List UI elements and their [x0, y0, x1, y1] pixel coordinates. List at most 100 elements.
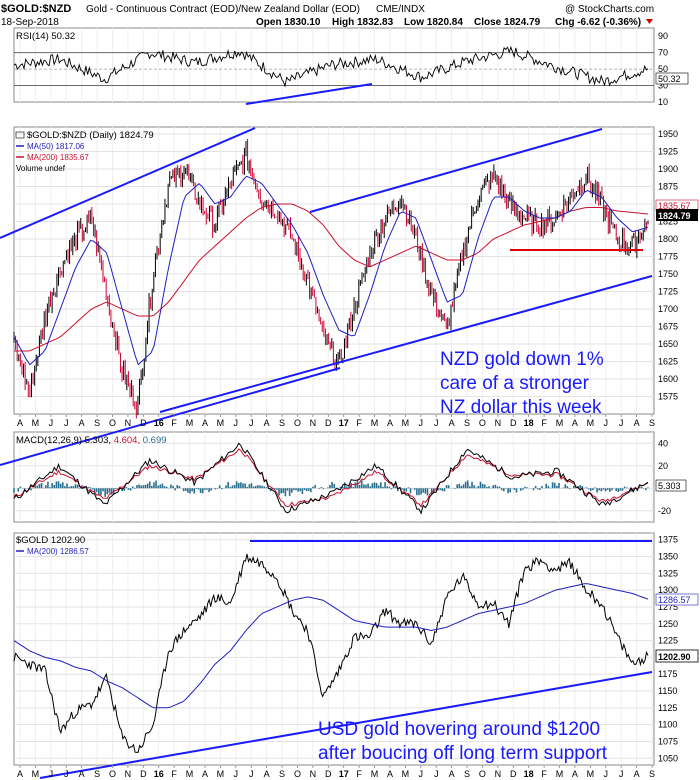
nzd-x-axis-label: A	[572, 418, 578, 428]
nzd-x-axis-label: M	[32, 418, 40, 428]
usd-x-axis-label: A	[634, 769, 640, 779]
rsi-tick-label: 90	[658, 31, 668, 41]
nzd-x-axis-label: M	[556, 418, 564, 428]
rsi-tick-label: 30	[658, 81, 668, 91]
nzd-x-axis-label: A	[387, 418, 393, 428]
nzd-annotation-line-1: NZD gold down 1%	[440, 349, 604, 370]
nzd-x-axis-label: M	[402, 418, 410, 428]
nzd-panel-frame	[13, 126, 655, 415]
usd-x-axis-label: 18	[524, 769, 534, 779]
nzd-annotation-line-2: care of a stronger	[440, 373, 590, 394]
macd-line	[13, 442, 649, 515]
usd-x-axis-label: J	[619, 769, 624, 779]
usd-tick-label: 1275	[658, 602, 678, 612]
macd-panel-frame	[13, 431, 655, 523]
usd-tick-label: 1375	[658, 535, 678, 545]
nzd-x-axis-label: J	[249, 418, 254, 428]
nzd-close-text: 1824.79	[658, 211, 691, 221]
usd-x-axis-label: D	[325, 769, 332, 779]
nzd-x-axis-label: J	[619, 418, 624, 428]
usd-x-axis-label: D	[140, 769, 147, 779]
chart-header: $GOLD:$NZD Gold - Continuous Contract (E…	[1, 3, 654, 28]
nzd-x-axis-label: M	[587, 418, 595, 428]
rsi-tick-label: 70	[658, 48, 668, 58]
usd-x-axis-label: A	[264, 769, 270, 779]
usd-x-axis-label: M	[587, 769, 595, 779]
ma50-label: MA(50) 1817.06	[27, 142, 85, 151]
usd-x-axis-label: S	[464, 769, 470, 779]
usd-tick-label: 1250	[658, 619, 678, 629]
nzd-x-axis-label: N	[310, 418, 317, 428]
nzd-x-axis-label: D	[140, 418, 147, 428]
usd-tick-label: 1300	[658, 585, 678, 595]
nzd-x-axis-label: S	[649, 418, 655, 428]
nzd-x-axis-label: S	[464, 418, 470, 428]
nzd-tick-label: 1950	[658, 129, 678, 139]
usd-tick-label: 1175	[658, 669, 677, 679]
nzd-tick-label: 1650	[658, 339, 678, 349]
macd-label-signal: 4.604,	[114, 435, 140, 446]
nzd-x-axis-label: M	[371, 418, 379, 428]
nzd-x-axis-label: O	[109, 418, 116, 428]
nzd-x-axis-label: M	[217, 418, 225, 428]
nzd-x-axis-label: A	[79, 418, 85, 428]
nzd-x-axis-label: A	[634, 418, 640, 428]
usd-annotation-line-2: after boucing off long term support	[318, 743, 608, 764]
usd-x-axis-label: O	[479, 769, 486, 779]
usd-x-axis-label: N	[495, 769, 502, 779]
usd-x-axis-label: A	[17, 769, 23, 779]
usd-tick-label: 1100	[658, 720, 677, 730]
usd-x-axis-label: J	[64, 769, 69, 779]
usd-tick-label: 1225	[658, 636, 678, 646]
date-label: 18-Sep-2018	[1, 17, 59, 28]
nzd-x-axis-label: J	[234, 418, 239, 428]
usd-x-axis-label: M	[371, 769, 379, 779]
nzd-x-axis-label: 16	[154, 418, 164, 428]
volume-label: Volume undef	[16, 164, 66, 173]
usd-annotation-line-1: USD gold hovering around $1200	[318, 719, 600, 740]
usd-tick-label: 1350	[658, 552, 678, 562]
nzd-tick-label: 1825	[658, 217, 678, 227]
nzd-tick-label: 1925	[658, 147, 678, 157]
nzd-x-axis-label: F	[356, 418, 362, 428]
nzd-x-axis-label: J	[419, 418, 424, 428]
usd-x-axis-label: M	[186, 769, 194, 779]
usd-x-axis-label: J	[604, 769, 609, 779]
nzd-x-axis-label: F	[171, 418, 177, 428]
nzd-x-axis-label: A	[17, 418, 23, 428]
macd-label: MACD(12,26,9) 5.303, 4.604, 0.699	[16, 435, 167, 446]
price-legend-swatch	[15, 131, 25, 139]
usd-x-axis-label: J	[49, 769, 54, 779]
nzd-long-trendline	[0, 367, 341, 466]
usd-x-axis-label: J	[234, 769, 239, 779]
rsi-value-box	[655, 72, 689, 85]
nzd-tick-label: 1775	[658, 252, 678, 262]
change-label: Chg -6.62 (-0.36%)	[555, 17, 641, 28]
nzd-ma50-line	[13, 175, 649, 366]
usd-x-axis-label: A	[572, 769, 578, 779]
rsi-line	[13, 45, 649, 88]
rsi-value-text: 50.32	[658, 74, 681, 84]
description-label: Gold - Continuous Contract (EOD)/New Zea…	[86, 4, 360, 15]
macd-label-hist: 0.699	[143, 435, 167, 446]
nzd-ma200-line	[14, 203, 649, 352]
nzd-x-axis-label: 17	[339, 418, 349, 428]
nzd-x-axis-label: S	[94, 418, 100, 428]
watermark: @ StockCharts.com	[565, 4, 654, 15]
nzd-upper-channel-left	[0, 127, 256, 239]
macd-signal-line	[13, 448, 649, 508]
macd-value-text: 5.303	[658, 481, 681, 491]
usd-x-axis-label: A	[387, 769, 393, 779]
usd-x-axis-label: N	[310, 769, 317, 779]
nzd-x-axis-label: N	[495, 418, 502, 428]
nzd-x-axis-label: D	[325, 418, 332, 428]
usd-x-axis-label: D	[510, 769, 517, 779]
usd-x-axis-label: A	[202, 769, 208, 779]
usd-tick-label: 1050	[658, 753, 678, 763]
nzd-tick-label: 1600	[658, 374, 678, 384]
usd-x-axis-label: M	[217, 769, 225, 779]
macd-tick-label: 20	[658, 461, 668, 471]
usd-x-axis-label: F	[356, 769, 362, 779]
usd-x-axis-label: M	[556, 769, 564, 779]
